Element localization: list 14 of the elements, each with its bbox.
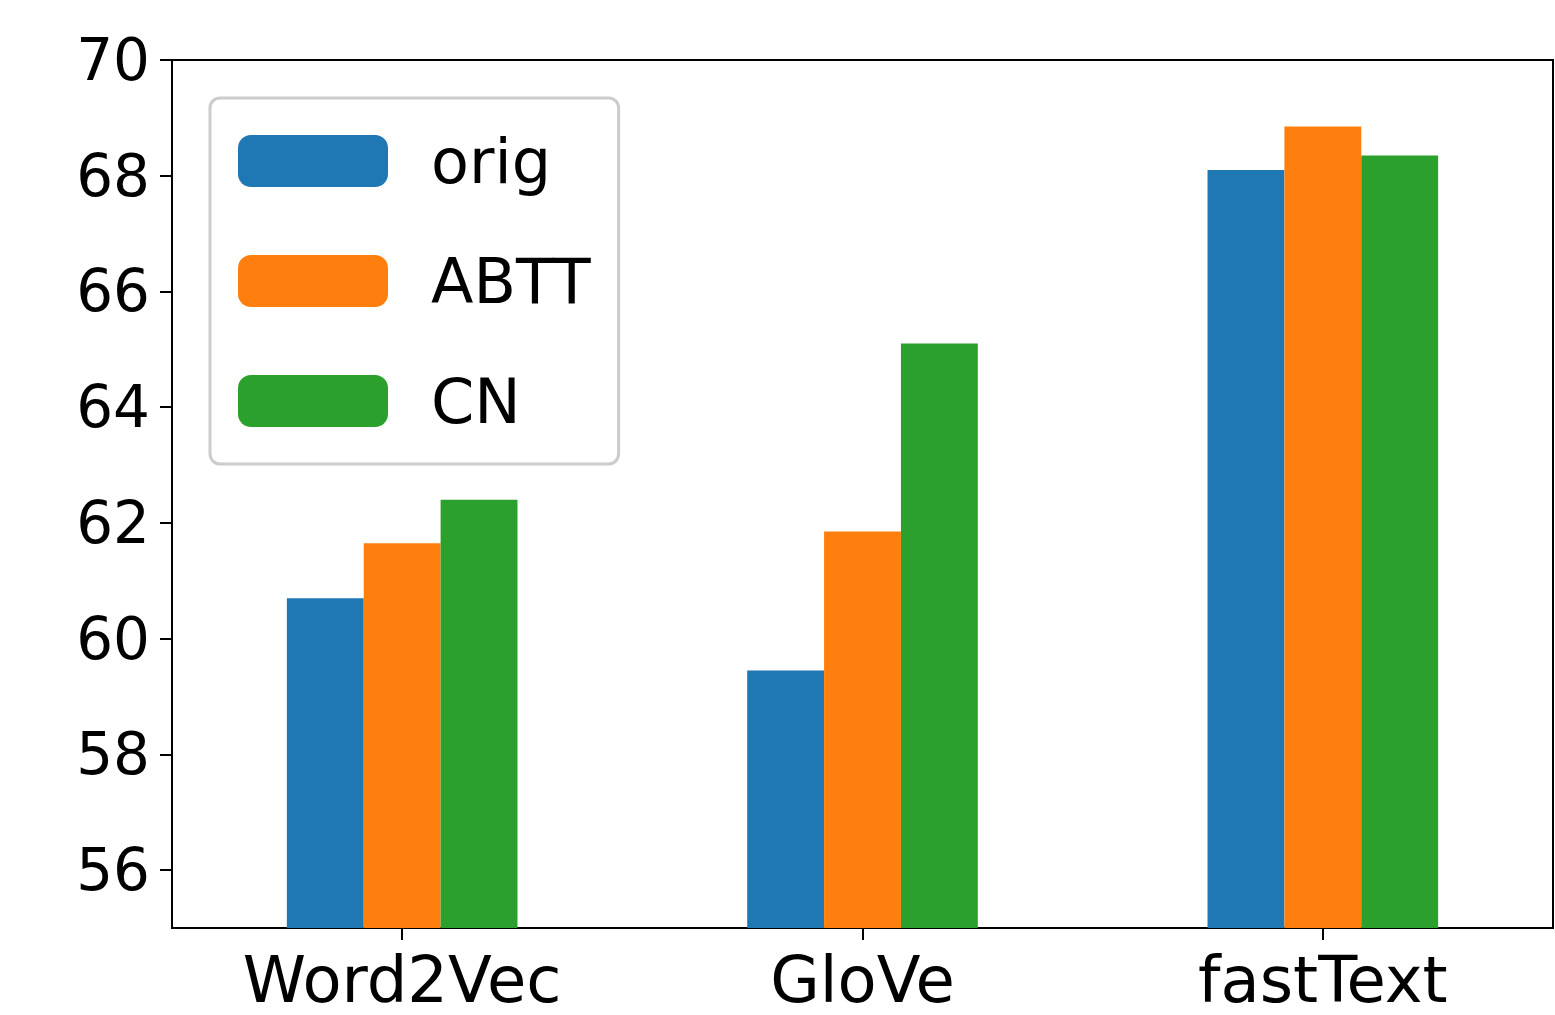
y-tick-label: 60 <box>76 604 150 673</box>
y-tick-label: 58 <box>76 720 150 789</box>
y-tick-label: 70 <box>76 26 150 94</box>
x-tick-label: Word2Vec <box>242 943 562 1015</box>
y-tick-label: 68 <box>76 141 150 210</box>
y-tick-label: 66 <box>76 257 150 326</box>
x-tick-label: GloVe <box>770 943 955 1015</box>
x-tick-label: fastText <box>1198 943 1448 1015</box>
legend-label: ABTT <box>431 244 592 318</box>
y-tick-label: 62 <box>76 488 150 557</box>
legend-label: orig <box>431 124 552 198</box>
y-tick-label: 64 <box>76 373 150 442</box>
legend-label: CN <box>431 364 521 438</box>
y-tick-label: 56 <box>76 836 150 905</box>
